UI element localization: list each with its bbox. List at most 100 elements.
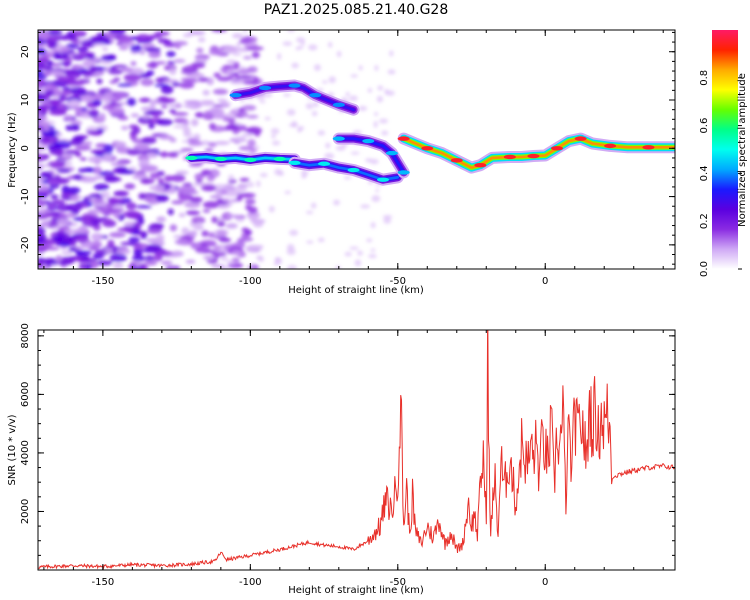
noise-blob	[174, 43, 181, 49]
noise-blob	[75, 250, 92, 256]
noise-blob	[139, 178, 155, 185]
noise-blob	[277, 52, 282, 60]
noise-blob	[82, 72, 93, 77]
noise-blob	[61, 250, 73, 256]
noise-blob	[308, 44, 318, 51]
noise-blob	[202, 208, 211, 214]
noise-blob	[195, 222, 203, 229]
noise-blob	[68, 140, 84, 146]
noise-blob	[153, 254, 163, 262]
noise-blob	[59, 256, 76, 265]
spectral-peak	[288, 160, 301, 165]
noise-blob	[190, 118, 199, 127]
noise-blob	[114, 141, 127, 148]
noise-blob	[354, 259, 362, 267]
noise-blob	[305, 102, 314, 110]
noise-blob	[139, 50, 146, 55]
noise-blob	[387, 69, 396, 75]
noise-blob	[247, 139, 256, 147]
spectral-peak	[385, 150, 398, 156]
noise-blob	[69, 100, 81, 107]
noise-blob	[47, 30, 63, 36]
noise-blob	[195, 247, 205, 252]
noise-blob	[66, 71, 81, 79]
noise-blob	[130, 113, 140, 118]
noise-blob	[77, 46, 89, 53]
noise-blob	[126, 97, 137, 107]
noise-blob	[377, 85, 384, 91]
noise-blob	[156, 118, 174, 126]
noise-blob	[78, 51, 87, 55]
noise-blob	[161, 97, 176, 104]
spectrogram-y-label: Frequency (Hz)	[7, 112, 18, 188]
noise-blob	[38, 142, 44, 147]
noise-blob	[236, 217, 245, 223]
noise-blob	[211, 30, 228, 33]
noise-blob	[72, 136, 86, 141]
noise-blob	[102, 153, 113, 161]
noise-blob	[138, 192, 146, 200]
noise-blob	[167, 151, 179, 158]
noise-blob	[305, 210, 314, 215]
noise-blob	[148, 200, 158, 205]
spectral-peak	[397, 136, 410, 141]
noise-blob	[70, 197, 79, 202]
noise-blob	[70, 241, 77, 247]
noise-blob	[53, 53, 69, 60]
y-tick-label: 0	[20, 145, 31, 151]
noise-blob	[167, 208, 174, 216]
noise-blob	[38, 230, 45, 235]
noise-blob	[306, 240, 314, 244]
noise-blob	[149, 99, 156, 108]
noise-blob	[71, 30, 87, 38]
noise-blob	[184, 201, 201, 209]
noise-blob	[58, 61, 72, 66]
noise-blob	[271, 140, 281, 146]
noise-blob	[328, 41, 333, 48]
noise-blob	[170, 250, 184, 257]
spectral-peak	[347, 167, 360, 173]
noise-blob	[234, 107, 239, 115]
colorbar-tick-label: 0.2	[699, 213, 710, 229]
noise-blob	[335, 145, 346, 151]
noise-blob	[52, 235, 65, 243]
spectral-peak	[362, 138, 375, 144]
noise-blob	[66, 82, 84, 86]
noise-blob	[156, 234, 165, 242]
noise-blob	[133, 266, 143, 269]
noise-blob	[77, 78, 91, 84]
noise-blob	[113, 210, 121, 219]
noise-blob	[88, 109, 100, 118]
noise-blob	[92, 42, 107, 47]
noise-blob	[236, 196, 243, 202]
noise-blob	[132, 255, 146, 262]
spectral-peak	[318, 161, 331, 166]
noise-blob	[132, 173, 149, 180]
noise-blob	[146, 152, 158, 159]
noise-blob	[213, 140, 230, 145]
noise-blob	[235, 75, 253, 79]
noise-blob	[156, 216, 166, 223]
noise-blob	[211, 216, 218, 224]
noise-blob	[38, 236, 46, 245]
noise-blob	[101, 190, 111, 200]
noise-blob	[167, 104, 183, 108]
noise-blob	[175, 170, 189, 175]
noise-blob	[211, 170, 220, 176]
noise-blob	[82, 242, 93, 249]
noise-blob	[56, 168, 72, 173]
colorbar-tick-label: 0.4	[699, 165, 710, 181]
spectral-trace-3	[337, 137, 405, 174]
noise-blob	[225, 124, 240, 130]
noise-blob	[358, 105, 368, 111]
noise-blob	[87, 156, 104, 164]
noise-blob	[117, 115, 129, 121]
noise-blob	[132, 243, 148, 249]
noise-blob	[138, 97, 152, 103]
spectral-peak	[377, 177, 390, 182]
y-tick-label: 4000	[20, 440, 31, 465]
noise-blob	[38, 209, 46, 215]
noise-blob	[358, 65, 363, 71]
noise-blob	[113, 92, 127, 98]
noise-blob	[108, 30, 126, 34]
